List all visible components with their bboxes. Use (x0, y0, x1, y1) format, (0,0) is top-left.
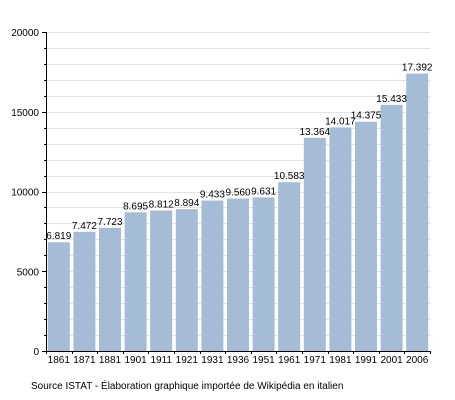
category-label-1921: 1921 (176, 355, 199, 366)
bar-1991 (354, 121, 378, 351)
bar-1861 (47, 242, 70, 351)
data-label-1951: 9.631 (251, 186, 276, 197)
data-label-1921: 8.894 (174, 198, 199, 209)
data-label-1936: 9.560 (225, 188, 250, 199)
category-label-1991: 1991 (355, 355, 378, 366)
category-label-1871: 1871 (73, 355, 96, 366)
data-label-1871: 7.472 (72, 221, 97, 232)
bar-1911 (150, 210, 173, 351)
category-label-1881: 1881 (99, 355, 122, 366)
y-tick-label: 15000 (11, 108, 39, 119)
category-label-1911: 1911 (150, 355, 172, 366)
category-label-2001: 2001 (380, 355, 403, 366)
source-caption: Source ISTAT - Élaboration graphique imp… (31, 381, 344, 392)
data-label-2001: 15.433 (376, 94, 407, 105)
bar-1961 (278, 182, 301, 351)
category-label-1936: 1936 (227, 355, 250, 366)
category-label-1961: 1961 (278, 355, 301, 366)
data-labels: 6.819 1861 7.472 1871 7.723 1881 8.695 1901 8.81… (46, 63, 433, 366)
bars (47, 73, 429, 352)
data-label-1981: 14.017 (325, 116, 356, 127)
axes: 0 5000 10000 15000 20000 (11, 28, 431, 358)
bar-1931 (201, 200, 224, 351)
category-label-1971: 1971 (304, 355, 327, 366)
bar-1881 (98, 227, 122, 351)
category-label-1981: 1981 (329, 355, 352, 366)
y-tick-label: 20000 (11, 28, 39, 39)
data-label-1881: 7.723 (97, 217, 122, 228)
y-tick-label: 5000 (17, 267, 40, 278)
data-label-1911: 8.812 (149, 199, 174, 210)
bar-2001 (380, 104, 403, 351)
data-label-1991: 14.375 (351, 111, 382, 122)
bar-1871 (73, 231, 96, 351)
data-label-1861: 6.819 (46, 231, 71, 242)
data-label-1901: 8.695 (123, 201, 148, 212)
category-label-1901: 1901 (124, 355, 147, 366)
category-label-2006: 2006 (406, 355, 429, 366)
category-label-1931: 1931 (201, 355, 224, 366)
bar-1951 (252, 197, 275, 351)
data-label-1961: 10.583 (274, 171, 305, 182)
category-label-1951: 1951 (252, 355, 275, 366)
data-label-1931: 9.433 (200, 190, 225, 201)
y-tick-label: 0 (33, 347, 39, 358)
data-label-2006: 17.392 (402, 63, 433, 74)
bar-1936 (226, 198, 250, 351)
y-tick-label: 10000 (11, 188, 39, 199)
bar-1901 (124, 212, 147, 351)
bar-1921 (175, 209, 198, 351)
bar-1981 (329, 127, 352, 351)
data-label-1971: 13.364 (300, 127, 331, 138)
bar-2006 (406, 73, 429, 352)
bar-1971 (303, 137, 326, 351)
category-label-1861: 1861 (48, 355, 71, 366)
